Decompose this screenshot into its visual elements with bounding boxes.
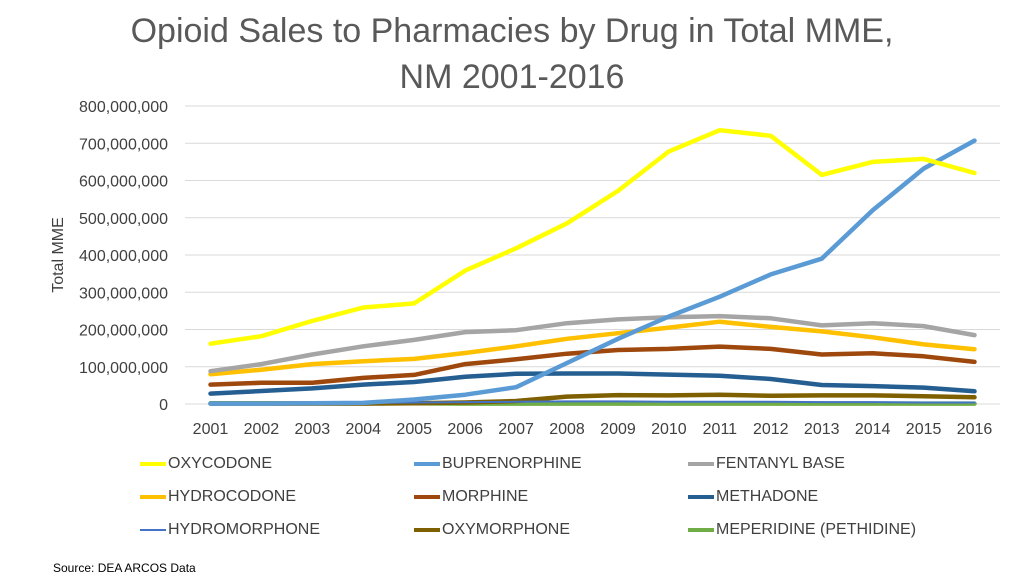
y-tick-label: 100,000,000 [79,360,168,377]
y-tick-label: 500,000,000 [79,211,168,228]
source-note: Source: DEA ARCOS Data [53,561,196,575]
x-tick-label: 2007 [498,421,534,438]
legend-label: HYDROCODONE [168,488,297,505]
legend-label: OXYCODONE [168,455,273,472]
x-tick-label: 2013 [804,421,840,438]
y-tick-label: 200,000,000 [79,323,168,340]
legend-swatch [414,462,440,466]
chart-title-line-2: NM 2001-2016 [399,58,625,96]
chart-title-line-1: Opioid Sales to Pharmacies by Drug in To… [130,12,894,50]
legend-item: MORPHINE [414,487,528,507]
series-line-hydrocodone [208,319,977,377]
legend-swatch [688,528,714,532]
series-line-fentanyl-base [208,313,977,374]
legend-swatch [688,495,714,499]
legend-swatch [140,462,166,466]
x-tick-label: 2005 [396,421,432,438]
x-tick-label: 2010 [651,421,687,438]
series-line-methadone [208,371,977,396]
legend-item: HYDROCODONE [140,487,296,507]
legend-item: FENTANYL BASE [688,454,845,474]
x-tick-label: 2006 [447,421,483,438]
x-tick-label: 2004 [345,421,381,438]
x-tick-label: 2002 [244,421,280,438]
y-tick-label: 400,000,000 [79,248,168,265]
legend-swatch [414,528,440,532]
legend-label: OXYMORPHONE [442,521,571,538]
legend-item: HYDROMORPHONE [140,520,320,540]
legend-item: METHADONE [688,487,818,507]
y-axis-tick-labels: 0 100,000,000 200,000,000 300,000,000 400,00… [79,99,168,414]
series-lines [208,127,977,406]
x-axis-tick-labels: 2001 2002 2003 2004 2005 2006 2007 2008 2009 2010… [193,421,993,438]
x-tick-label: 2012 [753,421,789,438]
legend-item: MEPERIDINE (PETHIDINE) [688,520,916,540]
x-tick-label: 2001 [193,421,229,438]
x-tick-label: 2003 [295,421,331,438]
series-line-oxycodone [208,127,977,346]
y-tick-label: 700,000,000 [79,136,168,153]
y-tick-label: 800,000,000 [79,99,168,116]
x-tick-label: 2016 [957,421,993,438]
x-tick-label: 2014 [855,421,891,438]
legend-label: HYDROMORPHONE [168,521,321,538]
legend-label: METHADONE [716,488,819,505]
chart-title: Opioid Sales to Pharmacies by Drug in To… [0,8,1024,100]
legend-swatch [414,495,440,499]
legend-label: FENTANYL BASE [716,455,845,472]
x-tick-label: 2009 [600,421,636,438]
gridlines [185,105,1000,405]
legend-swatch [140,495,166,499]
y-tick-label: 300,000,000 [79,285,168,302]
y-tick-label: 600,000,000 [79,174,168,191]
series-line-buprenorphine [208,138,977,406]
legend-swatch [140,529,166,531]
legend-label: BUPRENORPHINE [442,455,582,472]
x-tick-label: 2015 [906,421,942,438]
legend-swatch [688,462,714,466]
x-tick-label: 2011 [703,421,738,438]
x-tick-label: 2008 [549,421,585,438]
y-axis-label: Total MME [50,217,67,293]
y-tick-label: 0 [159,397,168,414]
legend-label: MEPERIDINE (PETHIDINE) [716,521,917,538]
legend-item: OXYMORPHONE [414,520,570,540]
legend-label: MORPHINE [442,488,529,505]
legend-item: BUPRENORPHINE [414,454,582,474]
legend-item: OXYCODONE [140,454,272,474]
